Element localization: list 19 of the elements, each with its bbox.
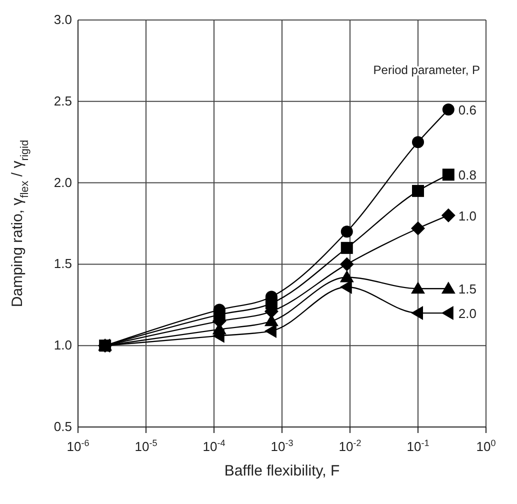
y-tick-label: 1.0 — [54, 338, 72, 353]
y-tick-label: 3.0 — [54, 12, 72, 27]
x-tick-label: 10$^{-5}$ — [134, 438, 158, 454]
y-tick-label: 1.5 — [54, 256, 72, 272]
x-tick-label: 10$^{-3}$ — [270, 438, 294, 454]
y-tick-label: 0.5 — [54, 419, 72, 434]
series-label: 0.8 — [458, 168, 476, 183]
x-tick-label: 10$^{-6}$ — [66, 438, 90, 454]
x-axis-title: Baffle flexibility, F — [224, 462, 340, 480]
x-tick-label: 10$^{-1}$ — [406, 438, 430, 454]
series-label: 1.0 — [458, 208, 476, 224]
x-tick-label: 10$^{-2}$ — [338, 438, 362, 454]
x-tick-label: 10$^{0}$ — [476, 438, 496, 454]
x-tick-label: 10$^{-4}$ — [202, 438, 226, 454]
series-label: 2.0 — [458, 306, 476, 322]
series-label: 1.5 — [458, 282, 476, 297]
series-label: 0.6 — [458, 102, 476, 118]
y-tick-label: 2.5 — [54, 93, 72, 108]
y-tick-label: 2.0 — [54, 174, 72, 190]
